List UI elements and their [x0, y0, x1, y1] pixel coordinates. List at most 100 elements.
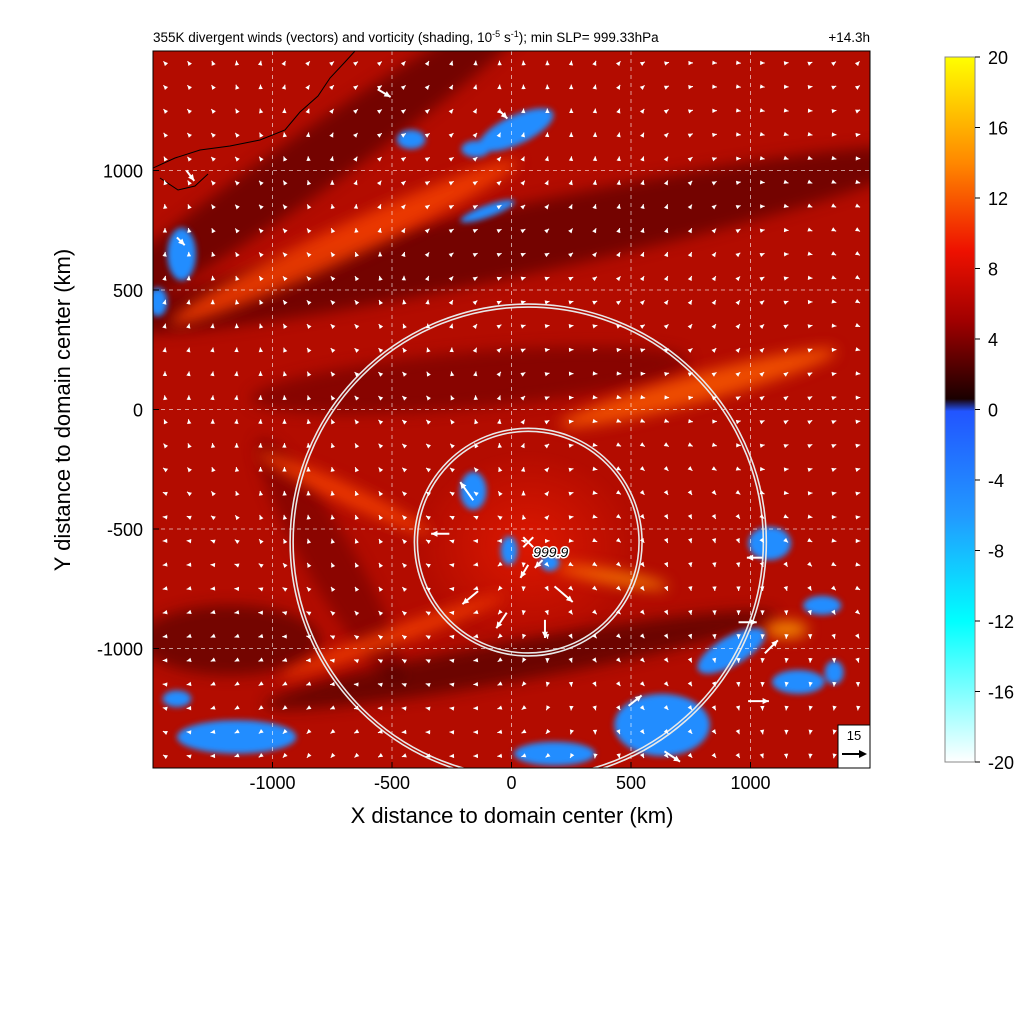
- wind-vector-head: [568, 681, 574, 687]
- wind-vector-head: [378, 753, 384, 758]
- wind-vector-head: [831, 633, 836, 639]
- wind-vector-head: [497, 60, 502, 66]
- wind-vector-head: [235, 132, 240, 138]
- wind-vector-head: [592, 371, 598, 376]
- wind-vector-head: [330, 658, 335, 663]
- wind-vector-head: [354, 538, 359, 544]
- wind-vector-head: [210, 443, 216, 448]
- wind-vector-head: [234, 467, 240, 472]
- wind-vector-head: [712, 132, 717, 138]
- wind-vector-head: [498, 585, 503, 591]
- wind-vector-head: [783, 61, 789, 66]
- wind-vector-head: [402, 443, 408, 449]
- wind-vector-head: [736, 443, 741, 448]
- wind-vector-head: [784, 634, 789, 639]
- wind-vector-head: [306, 467, 311, 472]
- colorbar-ticks: 20 16 12 8 4 0 -4 -8 -12 -16 -20: [975, 48, 1014, 773]
- wind-vector-head: [234, 705, 240, 710]
- wind-vector-head: [521, 610, 526, 615]
- wind-vector-head: [234, 729, 240, 734]
- wind-vector-head: [210, 299, 215, 305]
- wind-vector-head: [425, 515, 431, 521]
- wind-vector-head: [425, 587, 431, 592]
- wind-vector-head: [376, 85, 382, 90]
- wind-vector-head: [353, 132, 358, 138]
- wind-vector-head: [760, 180, 765, 185]
- wind-vector-head: [783, 108, 789, 113]
- wind-vector-head: [378, 635, 384, 640]
- wind-vector-head: [235, 204, 240, 210]
- negative-vorticity-patch: [162, 690, 192, 708]
- wind-vector-head: [711, 442, 717, 447]
- wind-vector-head: [855, 681, 861, 687]
- wind-vector-head: [783, 610, 789, 615]
- wind-vector-head: [282, 752, 288, 758]
- wind-vector-head: [807, 538, 813, 542]
- wind-vector-head: [211, 491, 216, 497]
- wind-vector-head: [425, 323, 431, 329]
- wind-vector-head: [736, 681, 741, 687]
- wind-vector-head: [687, 300, 692, 306]
- wind-vector-head: [832, 705, 837, 711]
- wind-vector-head: [639, 729, 645, 734]
- wind-vector-head: [856, 705, 861, 711]
- wind-vector-head: [424, 61, 429, 66]
- colorbar-tick-label: 16: [988, 119, 1008, 139]
- wind-vector-head: [807, 155, 813, 160]
- wind-vector-head: [378, 419, 384, 425]
- wind-vector-head: [329, 132, 334, 138]
- wind-vector-head: [307, 204, 312, 210]
- wind-vector-head: [282, 681, 288, 686]
- wind-vector-head: [663, 276, 668, 282]
- wind-vector-strong-head: [673, 755, 681, 762]
- wind-vector-head: [258, 681, 264, 686]
- negative-vorticity-patch: [748, 526, 792, 561]
- negative-vorticity-patch: [803, 595, 842, 616]
- wind-vector-head: [283, 180, 288, 186]
- wind-vector-head: [759, 562, 764, 567]
- wind-vector-head: [831, 444, 837, 449]
- wind-vector-head: [521, 108, 526, 114]
- wind-vector-head: [163, 204, 168, 209]
- wind-vector-head: [615, 657, 621, 663]
- wind-vector-head: [759, 443, 765, 448]
- wind-vector-head: [592, 729, 598, 735]
- wind-vector-head: [498, 491, 503, 497]
- wind-vector-head: [735, 229, 741, 234]
- wind-vector-head: [282, 132, 287, 138]
- wind-vector-head: [186, 347, 191, 353]
- wind-vector-head: [687, 180, 693, 186]
- wind-vector-head: [473, 657, 479, 663]
- wind-vector-head: [568, 180, 573, 186]
- wind-vector-head: [568, 324, 574, 329]
- wind-vector-head: [187, 467, 192, 473]
- wind-vector-head: [331, 419, 336, 425]
- wind-vector-head: [831, 323, 837, 328]
- wind-vector-head: [448, 133, 454, 138]
- wind-vector-head: [521, 490, 526, 496]
- wind-vector-head: [759, 108, 765, 113]
- wind-vector-head: [711, 204, 717, 210]
- wind-vector-head: [807, 61, 813, 66]
- wind-vector-head: [186, 562, 192, 567]
- wind-vector-head: [568, 347, 574, 353]
- wind-vector-head: [473, 395, 478, 400]
- wind-vector-head: [258, 467, 263, 472]
- x-tick-label: -500: [374, 773, 410, 793]
- wind-vector-head: [329, 108, 334, 114]
- wind-vector-head: [234, 443, 239, 448]
- wind-vector-head: [687, 729, 693, 734]
- wind-vector-head: [187, 204, 192, 210]
- wind-vector-head: [163, 467, 169, 473]
- wind-vector-head: [329, 85, 334, 90]
- wind-vector-head: [354, 228, 359, 233]
- wind-vector-head: [807, 348, 813, 353]
- wind-vector-head: [282, 634, 287, 639]
- wind-vector-head: [855, 109, 861, 114]
- wind-vector-head: [544, 491, 549, 497]
- wind-vector-head: [402, 635, 408, 640]
- wind-vector-head: [735, 300, 740, 306]
- wind-vector-head: [639, 609, 645, 615]
- colorbar-tick-label: -4: [988, 471, 1004, 491]
